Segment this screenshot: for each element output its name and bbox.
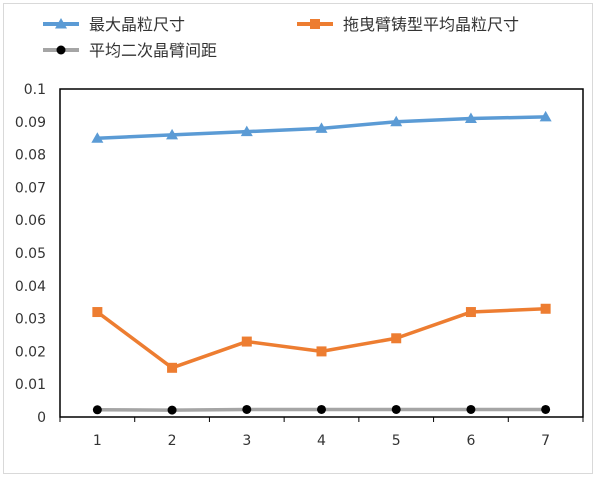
y-tick-label: 0.1 [24,82,46,98]
data-point [465,307,476,318]
data-point [166,128,179,140]
data-point [315,122,328,133]
x-tick-label: 4 [317,433,326,449]
data-point [540,303,551,314]
legend-label: 平均二次晶臂间距 [89,41,217,60]
x-tick-label: 6 [466,433,475,449]
data-point [539,110,552,122]
data-point [91,132,104,143]
series-layer [91,110,552,415]
data-point [391,404,401,414]
legend-item: 拖曳臂铸型平均晶粒尺寸 [297,15,519,34]
y-tick-label: 0.07 [15,180,46,196]
y-tick-label: 0.09 [15,115,46,131]
data-point [390,115,403,127]
data-point [240,125,253,137]
legend-marker [55,18,67,29]
series-line [96,307,546,370]
x-tick-label: 5 [392,433,401,449]
data-point [92,405,102,415]
data-point [391,333,402,344]
data-point [466,404,476,414]
x-tick-label: 2 [168,433,177,449]
y-tick-label: 0.04 [15,279,46,295]
legend-label: 拖曳臂铸型平均晶粒尺寸 [343,15,519,34]
legend-marker [56,45,66,55]
series-2 [92,303,551,373]
data-point [317,404,326,414]
y-tick-label: 0.06 [15,213,46,229]
y-axis-ticks: 0 0.01 0.02 0.03 0.04 0.05 0.06 0.07 0.08 0.09 0.1 [15,82,46,426]
y-tick-label: 0.02 [15,344,46,360]
x-tick-label: 1 [93,433,102,449]
legend-marker [310,19,320,29]
plot-area [59,88,584,418]
data-point [241,336,252,347]
y-tick-label: 0.01 [15,377,46,393]
data-point [541,404,551,414]
series-1 [91,110,552,143]
x-axis-ticks: 1 2 3 4 5 6 7 [59,417,584,449]
y-tick-label: 0 [37,410,46,426]
x-tick-label: 3 [242,433,251,449]
data-point [464,112,477,124]
data-point [92,307,103,318]
legend-item: 平均二次晶臂间距 [43,41,217,60]
data-point [242,404,252,414]
series-3 [92,404,551,415]
x-tick-label: 7 [541,433,550,449]
data-point [167,362,178,373]
y-tick-label: 0.03 [15,312,46,328]
y-tick-label: 0.05 [15,246,46,262]
y-tick-label: 0.08 [15,148,46,164]
data-point [316,346,327,357]
data-point [167,405,177,415]
chart-frame [3,3,593,474]
legend-label: 最大晶粒尺寸 [89,15,185,34]
legend-item: 最大晶粒尺寸 [43,15,185,34]
